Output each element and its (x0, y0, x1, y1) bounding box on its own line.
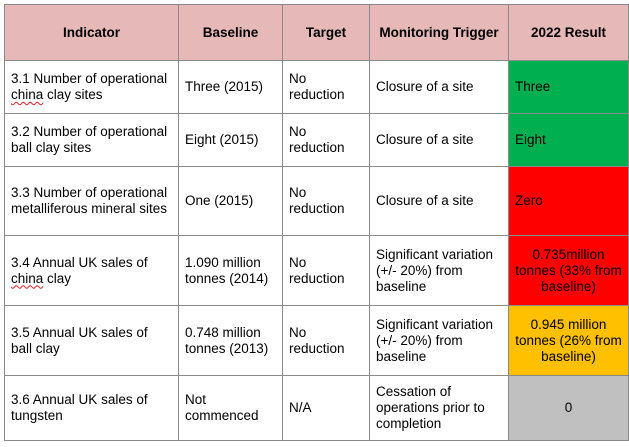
table-row: 3.3 Number of operational metalliferous … (4, 166, 629, 236)
table-row: 3.2 Number of operational ball clay site… (4, 113, 629, 167)
indicator-text-end: clay (43, 270, 72, 286)
header-target: Target (282, 4, 370, 61)
indicator-cell: 3.3 Number of operational metalliferous … (4, 166, 179, 236)
baseline-cell: Not commenced (178, 375, 283, 441)
header-2022-result: 2022 Result (508, 4, 629, 61)
baseline-cell: 0.748 million tonnes (2013) (178, 305, 283, 376)
result-cell: Eight (508, 113, 629, 167)
result-cell: 0.945 million tonnes (26% from baseline) (508, 305, 629, 376)
target-cell: No reduction (282, 305, 370, 376)
indicators-table: Indicator Baseline Target Monitoring Tri… (4, 4, 629, 441)
trigger-cell: Closure of a site (369, 60, 509, 114)
trigger-cell: Closure of a site (369, 166, 509, 236)
target-cell: No reduction (282, 166, 370, 236)
trigger-cell: Significant variation (+/- 20%) from bas… (369, 235, 509, 306)
spellcheck-flagged-word: china (11, 270, 44, 286)
header-indicator: Indicator (4, 4, 179, 61)
target-cell: No reduction (282, 113, 370, 167)
indicator-text: 3.5 Annual UK sales of ball clay (11, 324, 148, 356)
trigger-cell: Closure of a site (369, 113, 509, 167)
baseline-cell: Three (2015) (178, 60, 283, 114)
table-row: 3.1 Number of operational china clay sit… (4, 60, 629, 114)
result-cell: Three (508, 60, 629, 114)
target-cell: No reduction (282, 235, 370, 306)
result-cell: 0.735million tonnes (33% from baseline) (508, 235, 629, 306)
trigger-cell: Significant variation (+/- 20%) from bas… (369, 305, 509, 376)
indicator-text: 3.3 Number of operational metalliferous … (11, 185, 168, 216)
trigger-cell: Cessation of operations prior to complet… (369, 375, 509, 441)
indicator-text: 3.6 Annual UK sales of tungsten (11, 392, 148, 423)
baseline-cell: Eight (2015) (178, 113, 283, 167)
header-monitoring-trigger: Monitoring Trigger (369, 4, 509, 61)
indicator-cell: 3.6 Annual UK sales of tungsten (4, 375, 179, 441)
table-row: 3.6 Annual UK sales of tungsten Not comm… (4, 375, 629, 441)
indicator-text: 3.2 Number of operational ball clay site… (11, 124, 168, 155)
indicator-cell: 3.5 Annual UK sales of ball clay (4, 305, 179, 376)
baseline-cell: One (2015) (178, 166, 283, 236)
table-row: 3.4 Annual UK sales of china clay 1.090 … (4, 235, 629, 306)
indicator-text: 3.1 Number of operational (11, 71, 168, 86)
table-row: 3.5 Annual UK sales of ball clay 0.748 m… (4, 305, 629, 376)
indicator-cell: 3.1 Number of operational china clay sit… (4, 60, 179, 114)
header-row: Indicator Baseline Target Monitoring Tri… (4, 4, 629, 61)
indicator-text-end: clay sites (43, 87, 103, 102)
header-baseline: Baseline (178, 4, 283, 61)
indicator-text: 3.4 Annual UK sales of (11, 254, 148, 270)
target-cell: No reduction (282, 60, 370, 114)
spellcheck-flagged-word: china (11, 87, 44, 102)
indicator-cell: 3.2 Number of operational ball clay site… (4, 113, 179, 167)
target-cell: N/A (282, 375, 370, 441)
indicator-cell: 3.4 Annual UK sales of china clay (4, 235, 179, 306)
result-cell: Zero (508, 166, 629, 236)
baseline-cell: 1.090 million tonnes (2014) (178, 235, 283, 306)
result-cell: 0 (508, 375, 629, 441)
